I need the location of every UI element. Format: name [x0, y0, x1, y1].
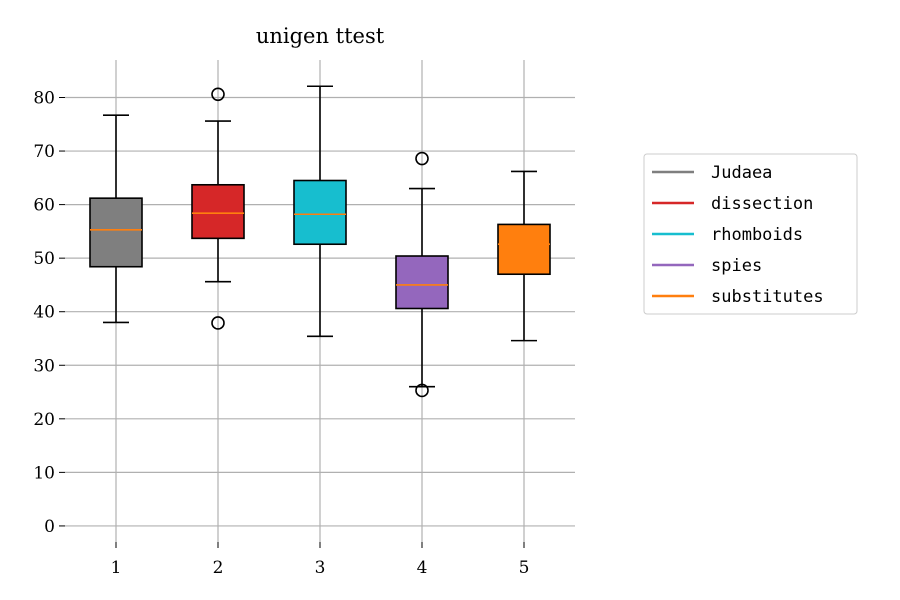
x-axis: 1 2 3 4 5	[111, 542, 530, 578]
x-tick-label: 1	[111, 558, 122, 578]
box-body	[395, 255, 449, 310]
y-tick-label: 40	[33, 303, 55, 323]
outlier-point	[211, 87, 225, 102]
box-body	[497, 223, 551, 276]
legend-frame	[643, 153, 858, 315]
x-tick-label: 4	[417, 558, 428, 578]
box-substitutes	[497, 170, 551, 342]
y-axis: 0 10 20 30 40 50 60 70 80	[33, 88, 65, 537]
x-tick-label: 5	[519, 558, 530, 578]
y-tick-label: 80	[33, 88, 55, 108]
box-dissection	[191, 87, 245, 330]
y-tick-label: 60	[33, 196, 55, 216]
box-body	[89, 197, 143, 268]
box-Judaea	[89, 114, 143, 324]
legend-label: spies	[711, 256, 762, 276]
y-tick-label: 70	[33, 142, 55, 162]
y-tick-label: 30	[33, 356, 55, 376]
y-tick-label: 20	[33, 410, 55, 430]
outlier-point	[415, 151, 429, 166]
box-body	[293, 179, 347, 246]
legend: Judaea dissection rhomboids spies substitute…	[643, 153, 858, 315]
boxes	[89, 85, 551, 398]
legend-label: Judaea	[711, 163, 772, 183]
legend-label: rhomboids	[711, 225, 803, 245]
outlier-point	[415, 383, 429, 398]
x-tick-label: 3	[315, 558, 326, 578]
legend-label: dissection	[711, 194, 813, 214]
x-tick-label: 2	[213, 558, 224, 578]
y-tick-label: 50	[33, 249, 55, 269]
y-tick-label: 10	[33, 463, 55, 483]
legend-label: substitutes	[711, 287, 824, 307]
box-rhomboids	[293, 85, 347, 338]
chart-title: unigen ttest	[256, 24, 385, 48]
box-spies	[395, 151, 449, 398]
outlier-point	[211, 316, 225, 330]
box-body	[191, 183, 245, 240]
y-tick-label: 0	[44, 517, 55, 537]
